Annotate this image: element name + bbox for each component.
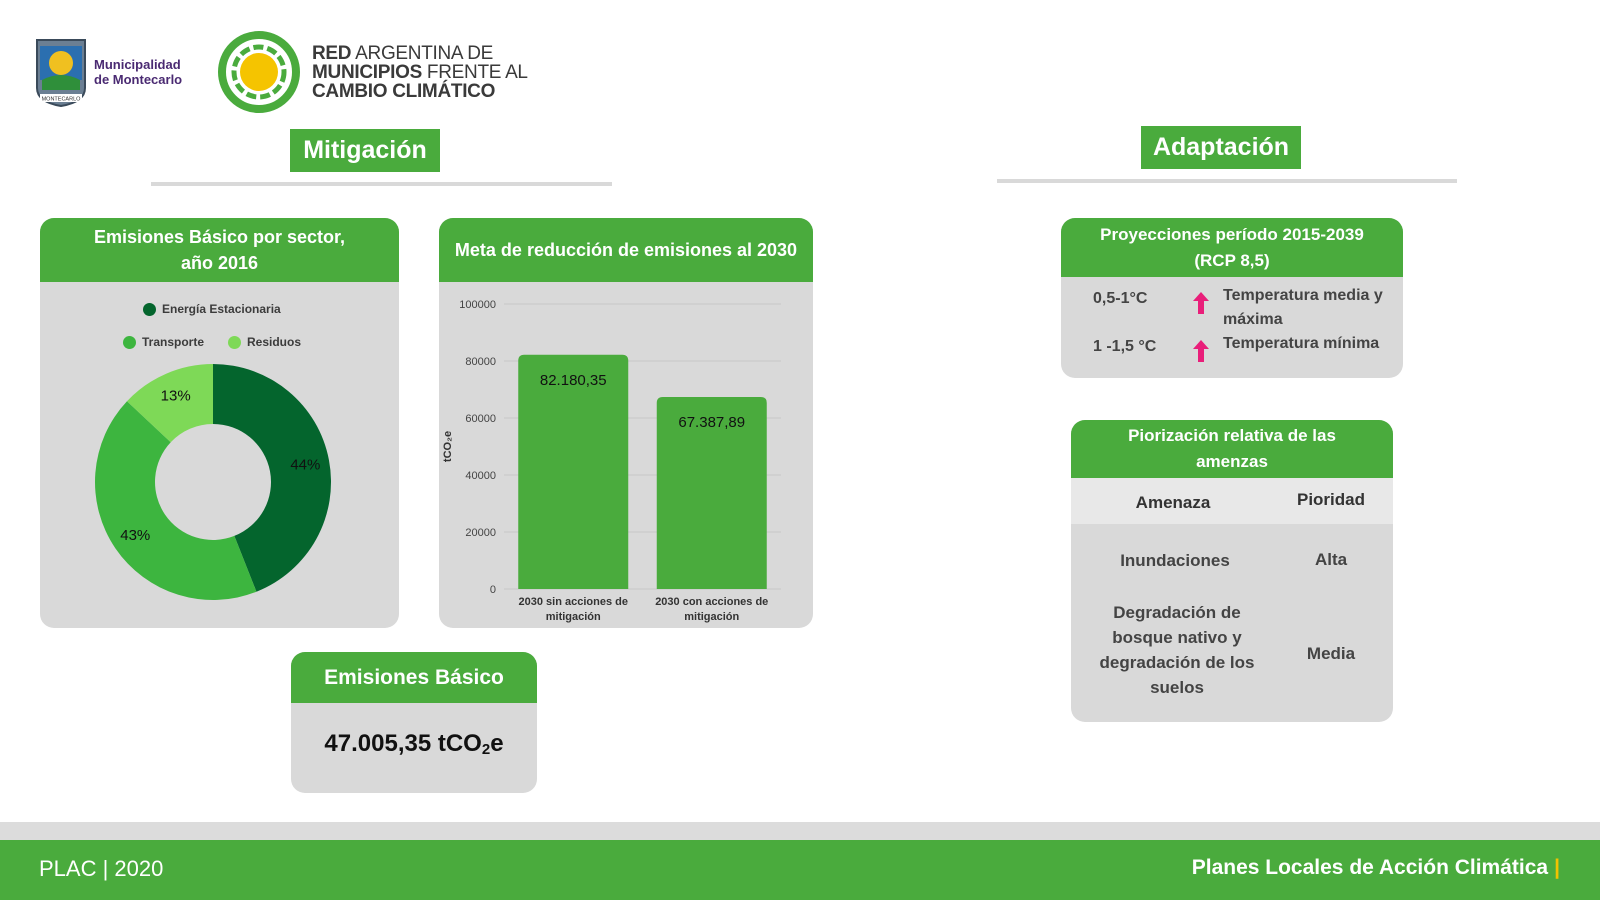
adaptation-title: Adaptación [1141,126,1301,169]
projection-value-1: 0,5-1°C [1093,290,1148,307]
footer-right-text: Planes Locales de Acción Climática [1191,856,1549,879]
projections-card: Proyecciones período 2015-2039 (RCP 8,5)… [1061,218,1403,378]
network-logo: RED ARGENTINA DE MUNICIPIOS FRENTE AL CA… [218,30,538,114]
projections-title: Proyecciones período 2015-2039 (RCP 8,5) [1061,218,1403,277]
x-tick-label-1: 2030 con acciones de mitigación [655,596,768,623]
donut-label-2: 13% [161,388,191,405]
donut-slice-1 [94,401,257,600]
emissions-basic-value: 47.005,35 tCO2e [324,730,504,758]
legend-transporte: Transporte [123,335,204,349]
priority-cell-1: Alta [1314,550,1348,569]
mitigation-title: Mitigación [290,129,440,172]
donut-label-1: 43% [120,527,150,544]
emissions-basic-title: Emisiones Básico [291,652,537,703]
municipality-logo: MONTECARLO Municipalidad de Montecarlo [34,36,194,108]
priority-cell-2: Media [1306,644,1356,663]
projection-value-2: 1 -1,5 °C [1093,338,1157,355]
arrow-up-icon [1193,292,1209,314]
legend-dot-energia [143,302,156,316]
donut-slice-2 [126,364,213,443]
legend-energia: Energía Estacionaria [143,302,281,316]
y-tick-label-1: 20000 [465,527,496,539]
footer: PLAC | 2020 Planes Locales de Acción Cli… [0,840,1600,900]
footer-right: Planes Locales de Acción Climática | [1192,856,1560,880]
projection-row-2: 1 -1,5 °C Temperatura mínima [1061,335,1403,378]
footer-left-text: PLAC | 2020 [39,856,164,881]
svg-text:MONTECARLO: MONTECARLO [42,97,82,103]
bar-0 [518,354,629,589]
y-tick-label-3: 60000 [465,413,496,425]
donut-slice-0 [213,364,332,592]
reduction-goal-title: Meta de reducción de emisiones al 2030 [439,218,813,282]
emissions-by-sector-title: Emisiones Básico por sector, año 2016 [40,218,399,282]
donut-label-0: 44% [290,456,320,473]
y-tick-label-5: 100000 [459,299,496,311]
y-tick-label-4: 80000 [465,356,496,368]
projection-desc-2: Temperatura mínima [1223,335,1380,352]
municipality-name-line1: Municipalidad [94,57,181,72]
threat-cell-2: Degradación de bosque nativo y degradaci… [1099,603,1255,697]
x-tick-label-0: 2030 sin acciones de mitigación [519,596,628,623]
projection-desc-1: Temperatura media y máxima [1223,287,1383,328]
col-threat-header: Amenaza [1135,493,1211,512]
y-axis-label: tCO₂e [442,431,454,462]
network-name-line1: RED ARGENTINA DE [312,42,494,64]
prioritization-title: Piorización relativa de las amenzas [1071,420,1393,478]
footer-gray-band [0,822,1600,840]
threat-cell-1: Inundaciones [1120,551,1230,570]
bar-1 [656,396,767,589]
adaptation-divider [997,179,1457,183]
municipality-shield-icon: MONTECARLO [36,39,86,108]
emissions-by-sector-card: Emisiones Básico por sector, año 2016 En… [40,218,399,628]
bar-data-label-0: 82.180,35 [540,372,607,389]
projection-row-1: 0,5-1°C Temperatura media y máxima [1061,287,1403,330]
y-tick-label-0: 0 [490,584,496,596]
legend-dot-transporte [123,335,136,349]
prioritization-table-header: Amenaza Pioridad [1071,478,1393,524]
mitigation-divider [151,182,612,186]
arrow-up-icon [1193,340,1209,362]
network-name-line2: MUNICIPIOS FRENTE AL [312,61,528,83]
col-priority-header: Pioridad [1296,490,1365,509]
legend-dot-residuos [228,335,241,349]
municipality-name-line2: de Montecarlo [94,72,183,87]
sun-logo-icon [218,31,300,113]
footer-accent-bar: | [1554,856,1560,879]
y-tick-label-2: 40000 [465,470,496,482]
emissions-basic-card: Emisiones Básico 47.005,35 tCO2e [291,652,537,793]
reduction-goal-card: Meta de reducción de emisiones al 2030 0… [439,218,813,628]
donut-chart: 44% 43% 13% [94,364,332,600]
bar-data-label-1: 67.387,89 [678,414,745,431]
prioritization-card: Piorización relativa de las amenzas Amen… [1071,420,1393,722]
network-name-line3: CAMBIO CLIMÁTICO [312,80,496,102]
legend-residuos: Residuos [228,335,301,349]
bar-chart: 0 20000 40000 60000 80000 100000 tCO₂e 82.180,3… [442,299,781,623]
